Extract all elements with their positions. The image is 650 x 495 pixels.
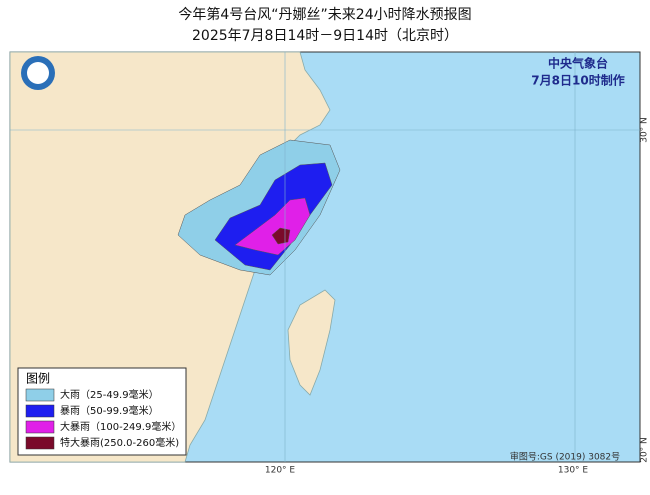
taiwan	[287, 289, 336, 396]
legend-label: 特大暴雨(250.0-260毫米)	[60, 436, 179, 449]
legend-swatch	[25, 388, 55, 402]
legend-swatch	[25, 436, 55, 450]
rain-zone	[234, 197, 311, 256]
legend-swatch	[25, 404, 55, 418]
lon-label: 130° E	[558, 466, 589, 476]
legend-label: 暴雨（50-99.9毫米）	[60, 404, 159, 417]
logo-inner	[27, 62, 49, 84]
title: 今年第4号台风“丹娜丝”未来24小时降水预报图	[178, 6, 471, 23]
subtitle: 2025年7月8日14时－9日14时（北京时）	[192, 28, 458, 44]
lat-label: 20° N	[640, 437, 650, 463]
legend-label: 大雨（25-49.9毫米）	[60, 388, 159, 401]
legend-swatch	[25, 420, 55, 434]
legend: 图例 大雨（25-49.9毫米） 暴雨（50-99.9毫米） 大暴雨（100-249…	[17, 367, 187, 456]
map-number: 审图号:GS (2019) 3082号	[510, 451, 620, 463]
lat-label: 30° N	[640, 117, 650, 143]
legend-label: 大暴雨（100-249.9毫米）	[60, 420, 181, 433]
legend-title: 图例	[26, 372, 50, 386]
issued: 7月8日10时制作	[531, 73, 624, 88]
lon-label: 120° E	[265, 466, 296, 476]
rain-zone	[271, 227, 291, 245]
agency: 中央气象台	[548, 56, 608, 71]
rain-zones	[177, 139, 341, 276]
